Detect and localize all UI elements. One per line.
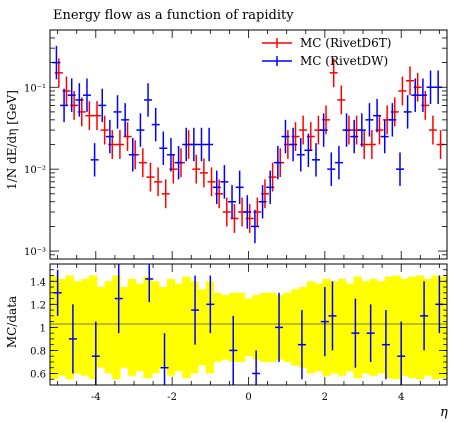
band-bin [73,281,82,374]
main-y-tick-label: 10⁻² [24,165,46,176]
band-bin [174,283,183,372]
band-bin [182,276,191,379]
x-tick-label: 2 [322,392,328,403]
band-bin [158,287,168,368]
ratio-y-axis-label: MC/data [5,296,19,348]
x-tick-label: 0 [245,392,251,403]
ratio-y-axis-ticks: 0.6 0.8 1 1.2 1.4 [30,269,447,380]
band-bin [384,276,394,379]
band-bin [314,283,323,372]
ratio-y-tick-label: 0.8 [30,346,46,357]
band-bin [104,281,113,374]
main-y-axis-ticks: 10⁻³ 10⁻² 10⁻¹ [24,30,447,259]
band-bin [197,289,207,366]
band-bin [236,292,246,362]
ratio-plot-frame [49,263,448,386]
chart-title: Energy flow as a function of rapidity [53,8,294,23]
band-bin [415,275,425,380]
band-bin [338,278,347,376]
band-bin [306,281,316,374]
band-bin [369,278,378,376]
band-bin [213,292,222,362]
band-bin [190,281,199,374]
band-bin [353,276,362,379]
band-bin [96,287,105,368]
band-bin [330,281,339,374]
ratio-plot-panel: 0.6 0.8 1 1.2 1.4 -4 -2 0 2 4 [30,263,448,403]
band-bin [345,283,355,372]
band-bin [252,295,261,360]
ratio-x-axis-ticks: -4 -2 0 2 4 [57,264,440,403]
band-bin [283,292,292,362]
band-bin [408,276,417,379]
band-bin [151,281,160,374]
series-rivetd6t [54,58,445,233]
ratio-y-tick-label: 0.6 [30,369,46,380]
main-y-tick-label: 10⁻¹ [24,83,46,94]
band-bin [244,298,253,357]
main-plot-panel: 10⁻³ 10⁻² 10⁻¹ [24,29,448,260]
band-bin [291,289,300,366]
band-bin [88,275,98,380]
ratio-y-tick-label: 1.2 [30,300,46,311]
legend: MC (RivetD6T) MC (RivetDW) [262,36,391,68]
main-y-axis-label: 1/N dE/dη [GeV] [5,90,19,190]
main-y-tick-label: 10⁻³ [24,247,46,258]
ratio-y-tick-label: 1 [40,323,46,334]
legend-label-dw: MC (RivetDW) [300,54,388,68]
band-bin [376,281,386,374]
band-bin [267,292,277,362]
x-tick-label: -2 [167,392,177,403]
ratio-series-rivetdw [53,264,444,385]
band-bin [143,276,152,379]
ratio-y-tick-label: 1.4 [30,277,46,288]
main-data-layer [52,45,445,244]
x-tick-label: 4 [398,392,404,403]
band-bin [65,275,74,380]
band-bin [299,287,308,368]
band-bin [127,278,137,376]
band-bin [120,287,129,368]
ratio-uncertainty-band [50,275,448,380]
band-bin [361,281,370,374]
band-bin [423,278,432,376]
ratio-data-layer [53,264,444,385]
band-bin [221,295,230,360]
legend-label-d6t: MC (RivetD6T) [300,36,391,50]
band-bin [431,275,440,380]
band-bin [112,275,121,380]
band-bin [400,278,409,376]
band-bin [81,278,90,376]
x-axis-label: η [440,405,448,420]
band-bin [166,278,176,376]
band-bin [392,275,401,380]
x-tick-label: -4 [91,392,101,403]
series-rivetdw [52,45,443,244]
band-bin [135,283,144,372]
band-bin [57,278,67,376]
band-bin [260,292,269,362]
main-plot-frame [49,29,448,260]
band-bin [322,278,331,376]
